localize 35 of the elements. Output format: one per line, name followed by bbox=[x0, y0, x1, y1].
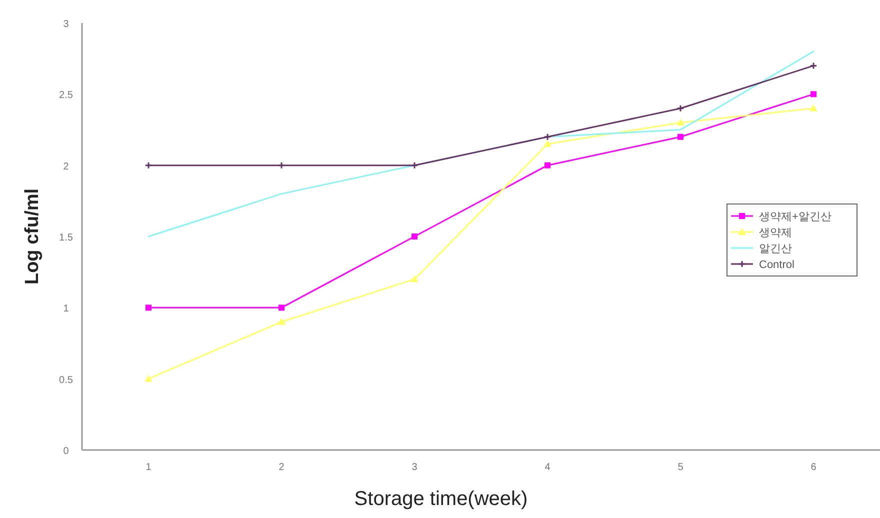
point bbox=[810, 104, 818, 112]
point bbox=[544, 133, 552, 141]
point bbox=[676, 118, 684, 126]
point bbox=[412, 234, 418, 240]
point bbox=[278, 318, 286, 325]
point bbox=[544, 162, 550, 168]
point bbox=[278, 162, 286, 170]
y-tick-label: 3 bbox=[63, 19, 70, 30]
legend-label: Control bbox=[759, 259, 794, 271]
legend-label: 알긴산 bbox=[759, 243, 792, 255]
x-tick-label: 3 bbox=[412, 462, 418, 473]
y-axis-title: Log cfu/ml bbox=[22, 188, 43, 285]
y-tick-label: 0.5 bbox=[59, 374, 74, 386]
x-tick-label: 5 bbox=[678, 462, 684, 473]
point bbox=[676, 104, 684, 112]
y-tick-label: 1.5 bbox=[59, 232, 74, 244]
point bbox=[678, 134, 684, 140]
legend-label: 생약제 bbox=[759, 227, 792, 239]
y-tick-label: 2 bbox=[63, 161, 70, 172]
y-tick-label: 2.5 bbox=[59, 90, 74, 102]
point bbox=[144, 374, 152, 382]
point bbox=[544, 140, 552, 147]
point bbox=[810, 91, 816, 98]
x-axis-title: Storage time(week) bbox=[354, 488, 528, 510]
legend-label: 생약제+알긴산 bbox=[759, 211, 832, 223]
x-tick-label: 6 bbox=[810, 462, 817, 473]
point bbox=[410, 162, 418, 170]
point bbox=[146, 304, 152, 311]
point bbox=[410, 275, 418, 282]
x-tick-label: 2 bbox=[278, 462, 285, 473]
y-tick-label: 1 bbox=[63, 304, 70, 315]
y-tick-label: 0 bbox=[63, 446, 70, 457]
point bbox=[278, 304, 284, 311]
x-tick-label: 1 bbox=[146, 462, 152, 473]
x-tick-label: 4 bbox=[544, 462, 551, 473]
